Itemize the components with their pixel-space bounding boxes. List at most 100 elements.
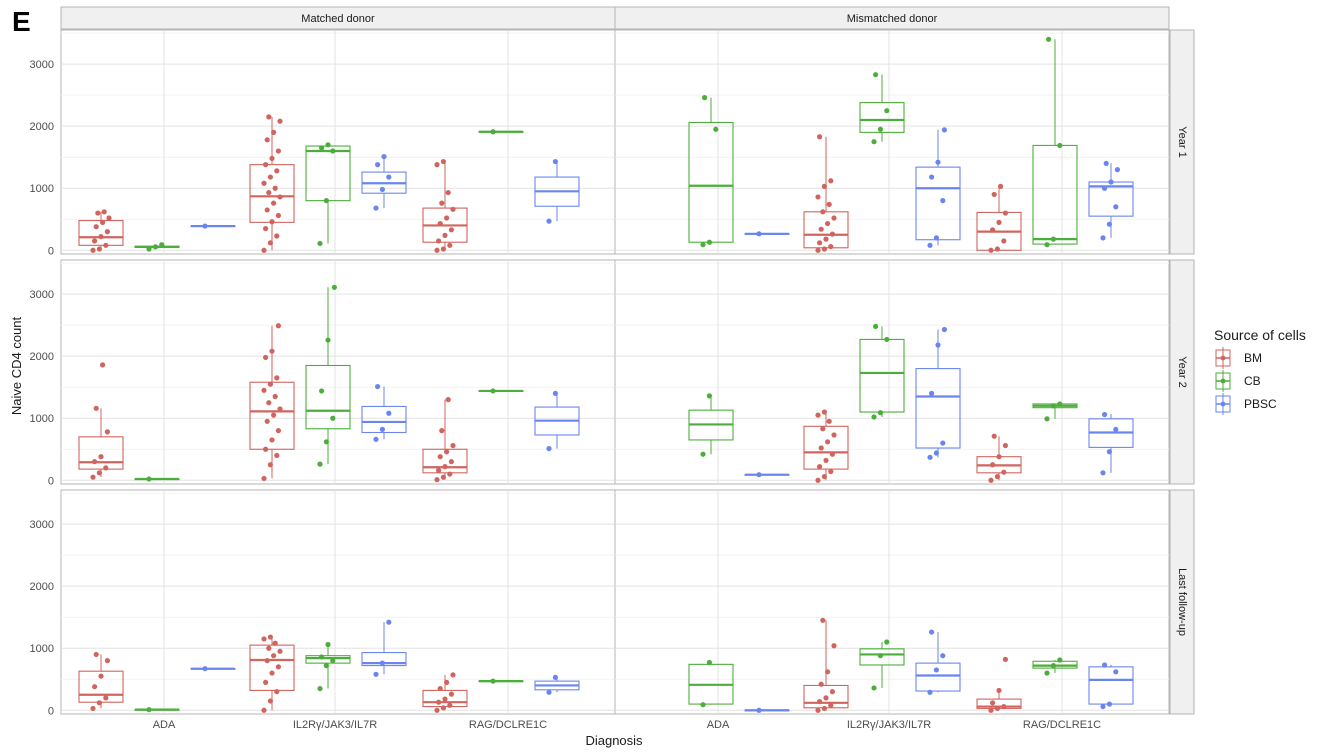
data-point	[818, 445, 824, 451]
data-point	[1044, 242, 1050, 248]
data-point	[444, 679, 450, 685]
y-tick-label: 1000	[30, 413, 54, 425]
data-point	[828, 468, 834, 475]
data-point	[373, 205, 379, 211]
data-point	[1057, 401, 1063, 407]
data-point	[375, 162, 381, 168]
data-point	[821, 246, 828, 252]
box-cb	[305, 142, 351, 247]
box-pbsc	[744, 472, 790, 478]
data-point	[702, 95, 708, 101]
data-point	[103, 242, 109, 248]
legend-label: BM	[1244, 351, 1262, 365]
data-point	[815, 412, 821, 418]
data-point	[1001, 238, 1007, 244]
data-point	[884, 336, 890, 343]
data-point	[261, 707, 267, 713]
facet-label-row: Year 1	[1176, 126, 1188, 157]
y-axis-title: Naive CD4 count	[9, 316, 24, 415]
data-point	[330, 415, 336, 421]
data-point	[373, 671, 379, 677]
data-point	[269, 155, 275, 162]
data-point	[440, 158, 446, 165]
data-point	[263, 162, 269, 168]
data-point	[271, 653, 277, 659]
data-point	[266, 400, 272, 406]
data-point	[825, 220, 831, 227]
box-cb	[305, 284, 351, 467]
box-bm	[803, 134, 849, 253]
data-point	[1046, 36, 1052, 42]
data-point	[93, 224, 99, 230]
legend-title: Source of cells	[1214, 327, 1306, 343]
data-point	[1044, 670, 1050, 676]
data-point	[450, 206, 456, 212]
data-point	[552, 158, 559, 165]
data-point	[927, 454, 933, 460]
data-point	[818, 226, 824, 232]
data-point	[437, 220, 443, 227]
data-point	[988, 707, 994, 713]
legend-entry-cb: CB	[1215, 370, 1261, 392]
box-iqr	[1088, 666, 1134, 705]
box-pbsc	[190, 666, 236, 672]
data-point	[269, 348, 275, 354]
box-bm	[976, 433, 1022, 483]
data-point	[877, 653, 884, 659]
data-point	[146, 246, 152, 252]
facet-label-column: Matched donor	[301, 13, 375, 25]
data-point	[319, 388, 325, 394]
data-point	[93, 651, 99, 658]
data-point	[202, 223, 208, 229]
x-axis-title: Diagnosis	[585, 733, 643, 748]
data-point	[434, 162, 440, 168]
data-point	[700, 242, 706, 248]
data-point	[815, 247, 821, 253]
data-point	[990, 462, 996, 468]
data-point	[871, 414, 877, 420]
box-pbsc	[1088, 160, 1134, 241]
data-point	[996, 687, 1002, 694]
box-bm	[976, 183, 1022, 253]
panel-background	[614, 489, 1170, 715]
data-point	[317, 685, 323, 692]
data-point	[1050, 663, 1056, 669]
data-point	[277, 194, 283, 200]
x-tick-label: IL2Rγ/JAK3/IL7R	[293, 719, 377, 731]
panel-background	[60, 29, 616, 255]
box-cb	[478, 678, 524, 684]
box-cb	[859, 323, 905, 420]
data-point	[450, 672, 456, 678]
data-point	[1002, 210, 1009, 216]
data-point	[996, 454, 1002, 460]
data-point	[103, 695, 109, 701]
data-point	[933, 450, 940, 456]
data-point	[1114, 167, 1120, 173]
data-point	[90, 705, 96, 712]
data-point	[436, 467, 442, 473]
facet-label-column: Mismatched donor	[847, 13, 938, 25]
data-point	[274, 689, 280, 695]
data-point	[92, 238, 98, 244]
data-point	[104, 658, 110, 664]
facet-label-row: Last follow-up	[1176, 568, 1188, 636]
data-point	[700, 451, 706, 457]
data-point	[1103, 160, 1109, 167]
data-point	[261, 180, 267, 186]
data-point	[274, 452, 280, 459]
data-point	[437, 685, 443, 692]
data-point	[991, 191, 997, 198]
data-point	[826, 201, 832, 207]
box-pbsc	[744, 707, 790, 713]
data-point	[437, 454, 443, 460]
data-point	[817, 240, 823, 246]
data-point	[821, 183, 828, 189]
y-tick-label: 2000	[30, 581, 54, 593]
data-point	[940, 198, 946, 204]
y-tick-label: 0	[48, 245, 54, 257]
data-point	[275, 148, 281, 154]
box-iqr	[361, 405, 407, 434]
box-bm	[249, 634, 295, 713]
data-point	[1050, 236, 1056, 242]
data-point	[815, 194, 821, 200]
